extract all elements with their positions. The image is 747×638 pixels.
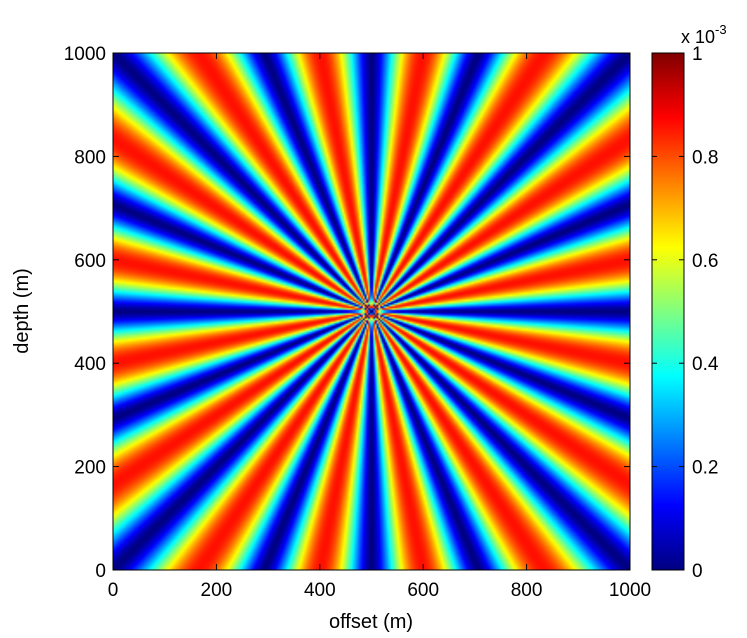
x-tick-label: 0 [108,580,119,601]
colorbar-gradient [651,52,685,571]
heatmap-area [113,53,630,570]
colorbar-multiplier-base: x 10 [681,27,715,47]
colorbar-tick-label: 0 [692,561,703,582]
y-tick-label: 0 [95,561,106,582]
colorbar-ticks: 0 0.2 0.4 0.6 0.8 1 [652,44,719,582]
y-axis-label: depth (m) [11,268,33,354]
x-axis: 0 200 400 600 800 1000 [108,53,651,601]
colorbar-tick-label: 0.4 [692,354,719,375]
colorbar-tick-label: 1 [692,44,703,65]
colorbar-tick-label: 0.6 [692,251,718,272]
y-tick-label: 600 [74,251,106,272]
x-axis-label: offset (m) [329,611,413,633]
y-tick-label: 400 [74,354,106,375]
x-tick-label: 400 [304,580,336,601]
x-tick-label: 600 [407,580,439,601]
colorbar: 0 0.2 0.4 0.6 0.8 1 x 10-3 [651,22,727,582]
heatmap-image [113,53,630,570]
y-tick-label: 1000 [64,44,106,65]
y-tick-label: 800 [74,147,106,168]
x-tick-label: 200 [201,580,233,601]
colorbar-tick-label: 0.2 [692,458,718,479]
x-tick-label: 1000 [609,580,651,601]
colorbar-multiplier: x 10-3 [681,22,727,47]
y-axis: 0 200 400 600 800 1000 [64,44,630,582]
y-tick-label: 200 [74,458,106,479]
colorbar-tick-label: 0.8 [692,147,718,168]
plot-frame [112,52,631,571]
x-tick-label: 800 [511,580,543,601]
colorbar-multiplier-exponent: -3 [715,22,727,37]
